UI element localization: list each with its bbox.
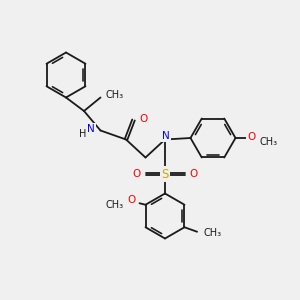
Text: CH₃: CH₃ xyxy=(203,228,221,238)
Text: O: O xyxy=(128,195,136,205)
Text: N: N xyxy=(162,131,170,141)
Text: CH₃: CH₃ xyxy=(260,136,278,147)
Text: S: S xyxy=(161,167,169,181)
Text: CH₃: CH₃ xyxy=(106,200,124,210)
Text: O: O xyxy=(133,169,141,179)
Text: CH₃: CH₃ xyxy=(106,89,124,100)
Text: N: N xyxy=(87,124,95,134)
Text: O: O xyxy=(248,131,256,142)
Text: H: H xyxy=(79,129,86,139)
Text: O: O xyxy=(139,113,147,124)
Text: O: O xyxy=(189,169,197,179)
